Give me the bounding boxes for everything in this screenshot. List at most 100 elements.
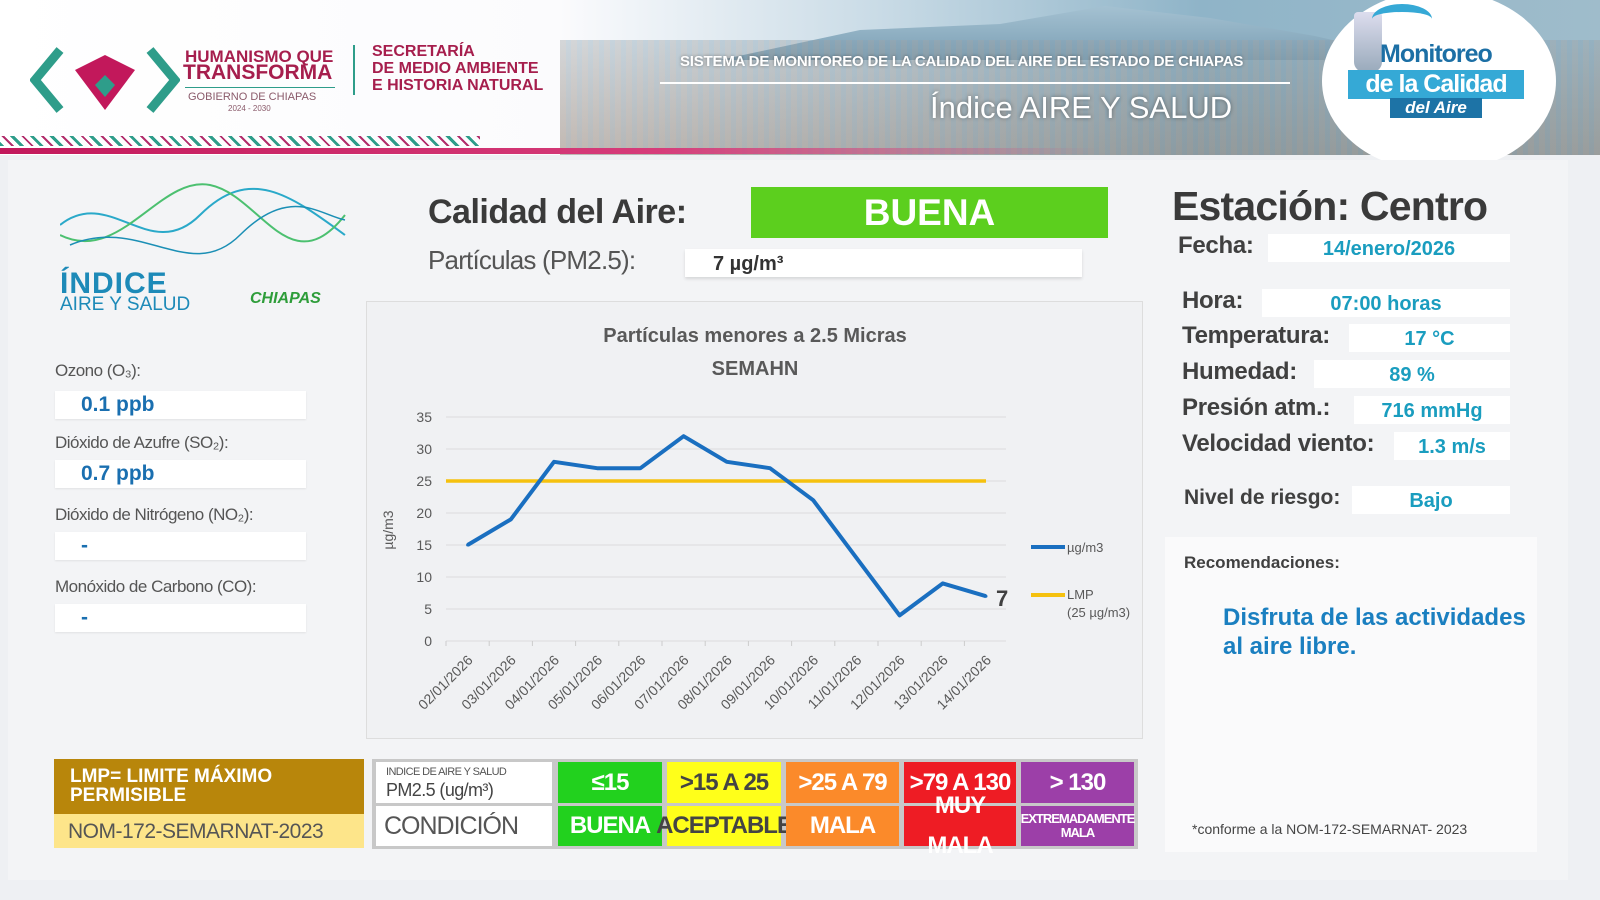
norm-reference: NOM-172-SEMARNAT-2023 [54, 814, 364, 848]
data-point [638, 466, 642, 470]
secretaria-line2: DE MEDIO AMBIENTE [372, 60, 539, 77]
recommendations-panel: Recomendaciones: Disfruta de las activid… [1165, 537, 1537, 852]
scale-range-2: >25 A 79 [786, 762, 899, 803]
condition-label: CONDICIÓN [376, 806, 552, 846]
station-value-1: 07:00 horas [1262, 289, 1510, 317]
magenta-stripe [0, 148, 1100, 154]
last-value-label: 7 [996, 586, 1008, 611]
recommendations-label: Recomendaciones: [1184, 553, 1340, 572]
station-label-5: Velocidad viento: [1182, 430, 1375, 457]
system-title: SISTEMA DE MONITOREO DE LA CALIDAD DEL A… [680, 53, 1244, 70]
aqi-scale-table: INDICE DE AIRE Y SALUD PM2.5 (ug/m³) CON… [372, 759, 1138, 859]
data-point [725, 460, 729, 464]
logo-line3: del Aire [1390, 98, 1482, 118]
chiapas-government-logo [29, 45, 181, 115]
recommendation-text: Disfruta de las actividades al aire libr… [1223, 604, 1526, 660]
y-tick-label: 35 [416, 409, 432, 425]
y-tick-label: 5 [424, 601, 432, 617]
station-value-5: 1.3 m/s [1394, 432, 1510, 460]
scale-range-0: ≤15 [558, 762, 662, 803]
station-value-3: 89 % [1314, 360, 1510, 388]
station-label-4: Presión atm.: [1182, 394, 1331, 421]
data-point [509, 517, 513, 521]
station-label-3: Humedad: [1182, 358, 1297, 385]
textile-pattern [0, 136, 480, 146]
divider [185, 87, 335, 88]
scale-header-unit: PM2.5 (ug/m³) [386, 780, 494, 800]
risk-label: Nivel de riesgo: [1184, 486, 1341, 509]
government-line1: HUMANISMO QUE [185, 47, 334, 66]
government-line2: TRANSFORMA [183, 61, 333, 84]
station-value-4: 716 mmHg [1354, 396, 1510, 424]
scale-condition-0: BUENA [558, 806, 662, 846]
data-point [552, 460, 556, 464]
chart-title: Partículas menores a 2.5 Micras [603, 325, 907, 347]
data-point [682, 434, 686, 438]
scale-range-1: >15 A 25 [667, 762, 781, 803]
data-point [984, 594, 988, 598]
quality-status-badge: BUENA [751, 187, 1108, 238]
scale-header-cell: INDICE DE AIRE Y SALUD PM2.5 (ug/m³) [376, 762, 552, 803]
scale-header-label: INDICE DE AIRE Y SALUD [386, 766, 507, 778]
lmp-definition: LMP= LIMITE MÁXIMO PERMISIBLE [54, 759, 364, 814]
station-label-0: Fecha: [1178, 232, 1254, 259]
no2-value: - [55, 532, 306, 560]
chart-svg: Partículas menores a 2.5 Micras SEMAHN µ… [380, 325, 1130, 713]
brand-line1: ÍNDICE [60, 267, 168, 300]
norm-footnote: *conforme a la NOM-172-SEMARNAT- 2023 [1192, 821, 1468, 837]
brand-line2: AIRE Y SALUD [60, 294, 191, 315]
so2-value: 0.7 ppb [55, 460, 306, 488]
co-label: Monóxido de Carbono (CO): [55, 577, 257, 596]
chart-subtitle: SEMAHN [712, 358, 799, 380]
legend-lmp: LMP [1067, 587, 1094, 602]
y-tick-label: 15 [416, 537, 432, 553]
pm25-label: Partículas (PM2.5): [428, 245, 636, 275]
monitoring-logo: Monitoreo de la Calidad del Aire [1322, 0, 1556, 172]
indice-brand-logo: ÍNDICE AIRE Y SALUD CHIAPAS [59, 175, 350, 315]
pm25-chart: Partículas menores a 2.5 Micras SEMAHN µ… [366, 301, 1143, 739]
station-label-1: Hora: [1182, 287, 1244, 314]
y-tick-label: 30 [416, 441, 432, 457]
y-tick-label: 20 [416, 505, 432, 521]
data-point [941, 581, 945, 585]
data-point [898, 613, 902, 617]
legend-lmp-sub: (25 µg/m3) [1067, 605, 1130, 620]
scale-range-4: > 130 [1021, 762, 1134, 803]
government-sub: GOBIERNO DE CHIAPAS [188, 91, 317, 103]
scale-condition-2: MALA [786, 806, 899, 846]
scale-range-3: >79 A 130 [904, 762, 1016, 803]
divider [660, 82, 1290, 84]
data-point [595, 466, 599, 470]
legend-pm25: µg/m3 [1067, 540, 1103, 555]
data-point [768, 466, 772, 470]
data-point [811, 498, 815, 502]
scale-condition-3: MUY MALA [904, 792, 1016, 859]
wave-icon [1372, 4, 1432, 34]
scale-condition-4: EXTREMADAMENTE MALA [1021, 806, 1135, 846]
station-value-0: 14/enero/2026 [1268, 234, 1510, 262]
station-value-2: 17 °C [1349, 324, 1510, 352]
scale-condition-1: ACEPTABLE [656, 806, 793, 846]
y-tick-label: 10 [416, 569, 432, 585]
station-title: Estación: Centro [1172, 183, 1488, 229]
brand-line3: CHIAPAS [250, 290, 321, 307]
so2-label: Dióxido de Azufre (SO₂): [55, 433, 229, 452]
station-label-2: Temperatura: [1182, 322, 1330, 349]
y-tick-label: 0 [424, 633, 432, 649]
index-title: Índice AIRE Y SALUD [930, 90, 1233, 125]
risk-value: Bajo [1352, 486, 1510, 514]
secretaria-line3: E HISTORIA NATURAL [372, 77, 544, 94]
ozone-label: Ozono (O₃): [55, 361, 141, 380]
logo-line2: de la Calidad [1348, 70, 1524, 99]
secretaria-line1: SECRETARÍA [372, 43, 475, 60]
co-value: - [55, 604, 306, 632]
logo-line1: Monitoreo [1380, 40, 1493, 68]
pm25-value: 7 µg/m³ [685, 249, 1082, 277]
quality-label: Calidad del Aire: [428, 193, 687, 231]
y-tick-label: 25 [416, 473, 432, 489]
y-axis-label: µg/m3 [380, 510, 396, 549]
ozone-value: 0.1 ppb [55, 391, 306, 419]
data-point [466, 543, 470, 547]
government-years: 2024 - 2030 [228, 104, 271, 113]
divider [353, 45, 355, 95]
